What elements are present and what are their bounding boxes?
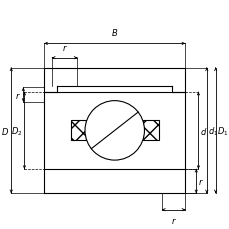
- Text: $d_1$: $d_1$: [207, 125, 217, 137]
- Text: $r$: $r$: [170, 215, 176, 225]
- Circle shape: [85, 101, 144, 160]
- Polygon shape: [44, 169, 184, 193]
- Text: $d$: $d$: [199, 125, 206, 136]
- Polygon shape: [44, 68, 184, 93]
- Polygon shape: [44, 68, 184, 193]
- Polygon shape: [57, 87, 171, 93]
- Text: $D_1$: $D_1$: [216, 125, 227, 137]
- Polygon shape: [143, 121, 158, 141]
- Text: $r$: $r$: [15, 90, 21, 100]
- Polygon shape: [70, 121, 86, 141]
- Text: $B$: $B$: [111, 27, 118, 38]
- Text: $r$: $r$: [198, 176, 203, 186]
- Text: $D_2$: $D_2$: [11, 125, 22, 137]
- Text: $D$: $D$: [1, 125, 9, 136]
- Text: $r$: $r$: [61, 43, 67, 53]
